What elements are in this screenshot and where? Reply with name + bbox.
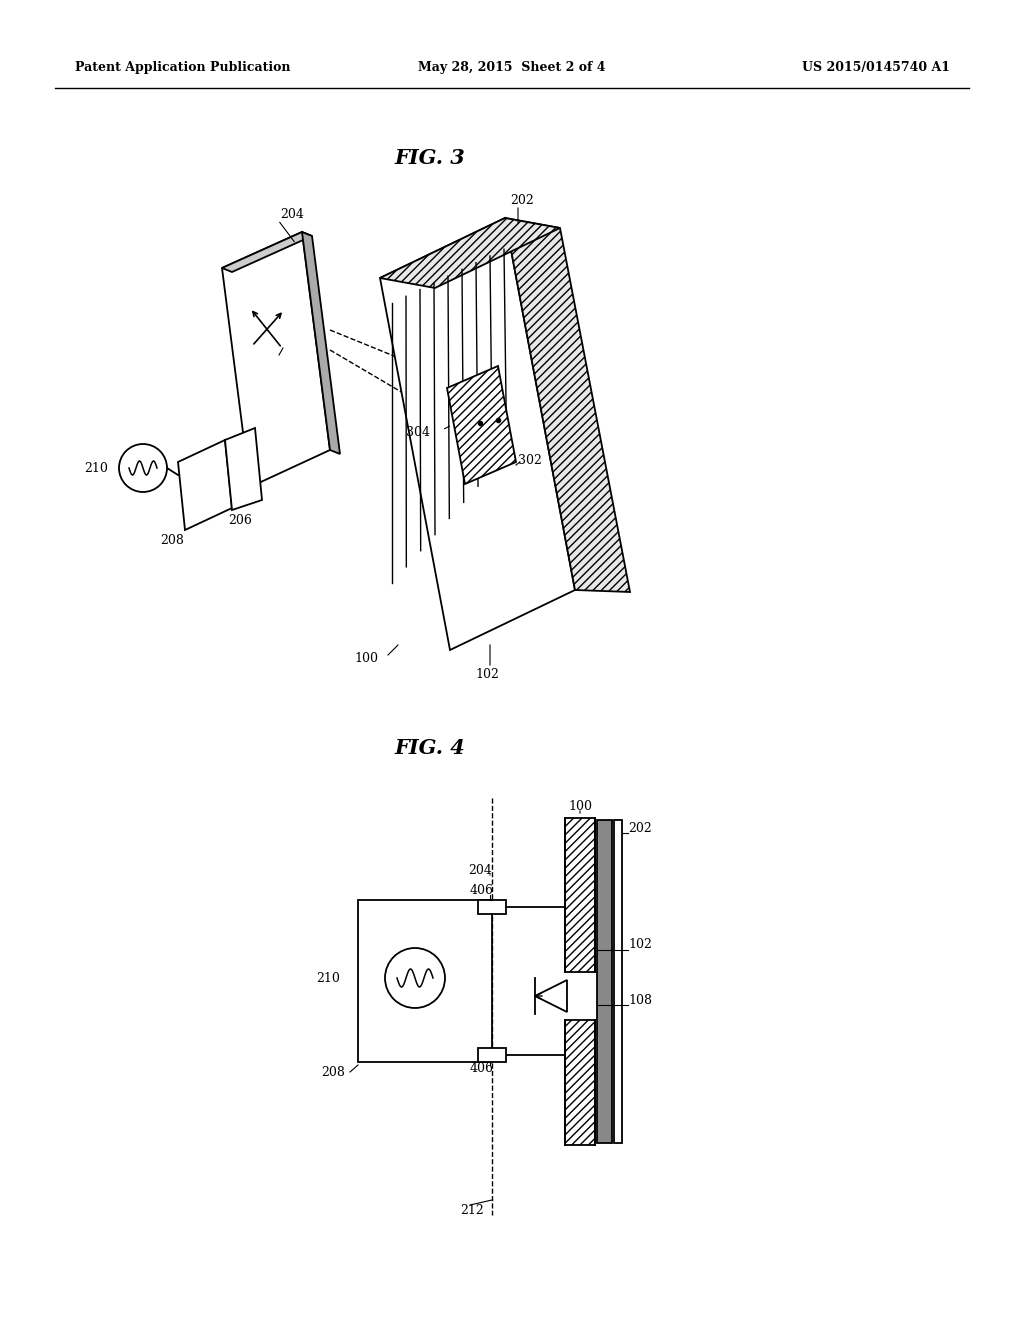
Text: FIG. 4: FIG. 4: [394, 738, 465, 758]
Text: 208: 208: [160, 533, 184, 546]
Text: 406: 406: [470, 1061, 494, 1074]
Polygon shape: [478, 900, 506, 913]
Text: 202: 202: [510, 194, 534, 206]
Polygon shape: [478, 1048, 506, 1063]
Text: May 28, 2015  Sheet 2 of 4: May 28, 2015 Sheet 2 of 4: [418, 61, 606, 74]
Polygon shape: [564, 972, 596, 1020]
Polygon shape: [597, 820, 612, 1143]
Text: 210: 210: [316, 972, 340, 985]
Polygon shape: [358, 900, 492, 1063]
Text: 302: 302: [518, 454, 542, 466]
Text: 208: 208: [322, 1065, 345, 1078]
Polygon shape: [222, 232, 330, 487]
Polygon shape: [535, 979, 567, 1012]
Text: US 2015/0145740 A1: US 2015/0145740 A1: [802, 61, 950, 74]
Polygon shape: [302, 232, 340, 454]
Text: 202: 202: [628, 821, 651, 834]
Polygon shape: [505, 218, 630, 591]
Text: FIG. 3: FIG. 3: [394, 148, 465, 168]
Text: 204: 204: [280, 209, 304, 222]
Polygon shape: [380, 218, 560, 288]
Text: 212: 212: [460, 1204, 483, 1217]
Text: Patent Application Publication: Patent Application Publication: [75, 61, 291, 74]
Text: 406: 406: [470, 883, 494, 896]
Polygon shape: [614, 820, 622, 1143]
Text: 102: 102: [475, 668, 499, 681]
Polygon shape: [178, 440, 232, 531]
Circle shape: [385, 948, 445, 1008]
Text: 206: 206: [228, 513, 252, 527]
Polygon shape: [222, 232, 312, 272]
Text: 108: 108: [283, 338, 307, 351]
Text: 100: 100: [568, 800, 592, 813]
Text: 210: 210: [84, 462, 108, 474]
Text: 108: 108: [628, 994, 652, 1006]
Text: 100: 100: [354, 652, 378, 664]
Polygon shape: [225, 428, 262, 510]
Polygon shape: [380, 218, 575, 649]
Text: 304: 304: [406, 425, 430, 438]
Text: 204: 204: [468, 863, 492, 876]
Polygon shape: [447, 366, 516, 484]
Polygon shape: [565, 818, 595, 1144]
Text: 102: 102: [628, 939, 652, 952]
Circle shape: [119, 444, 167, 492]
